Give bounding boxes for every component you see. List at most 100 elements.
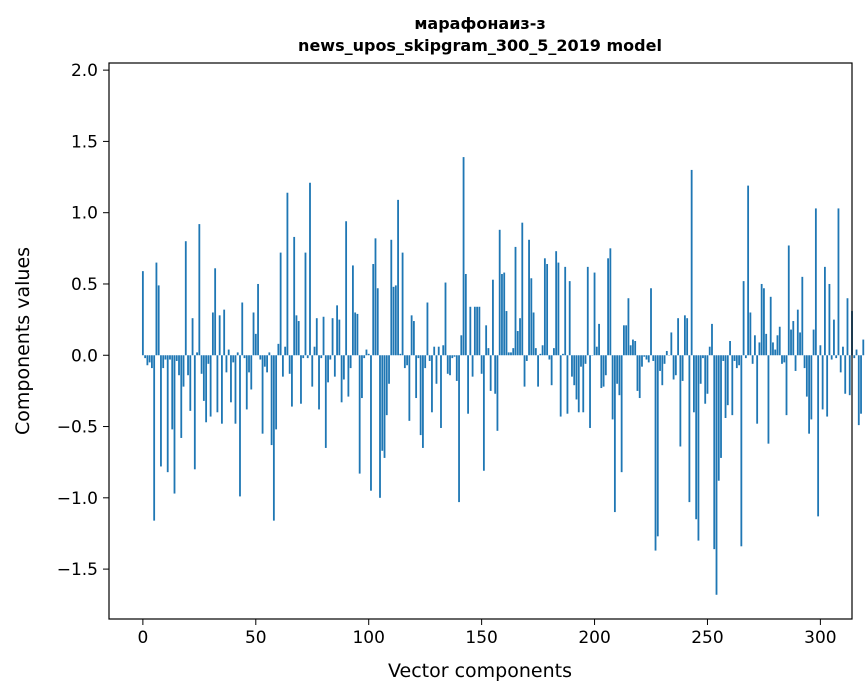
- y-axis-label: Components values: [12, 247, 34, 435]
- bar-component-245: [695, 355, 697, 519]
- bar-component-192: [576, 355, 578, 399]
- bar-component-258: [725, 355, 727, 418]
- bar-component-0: [142, 271, 144, 355]
- bar-component-125: [424, 355, 426, 368]
- bar-component-174: [535, 348, 537, 355]
- bar-component-43: [239, 355, 241, 496]
- bar-component-257: [722, 355, 724, 361]
- bar-component-11: [167, 355, 169, 472]
- bar-component-198: [589, 355, 591, 428]
- bar-component-269: [749, 312, 751, 355]
- bar-component-160: [503, 273, 505, 356]
- bar-component-66: [291, 355, 293, 406]
- bar-component-35: [221, 355, 223, 423]
- bar-component-319: [862, 340, 864, 356]
- bar-component-306: [833, 320, 835, 356]
- bar-component-87: [338, 320, 340, 356]
- bar-component-237: [677, 318, 679, 355]
- bar-component-309: [840, 355, 842, 372]
- bar-component-74: [309, 183, 311, 356]
- bar-component-117: [406, 355, 408, 365]
- bar-component-90: [345, 221, 347, 355]
- bar-component-276: [765, 334, 767, 355]
- bar-component-271: [754, 335, 756, 355]
- bar-component-128: [431, 355, 433, 412]
- bar-component-9: [162, 355, 164, 368]
- bar-component-140: [458, 355, 460, 502]
- bar-component-239: [682, 355, 684, 381]
- bar-component-299: [817, 355, 819, 516]
- bar-component-79: [320, 355, 322, 358]
- bar-component-288: [792, 321, 794, 355]
- bar-component-187: [564, 267, 566, 355]
- bar-component-184: [558, 263, 560, 356]
- bar-component-166: [517, 331, 519, 355]
- bar-component-300: [819, 345, 821, 355]
- bar-component-285: [786, 355, 788, 415]
- bar-component-286: [788, 245, 790, 355]
- bar-component-194: [580, 355, 582, 366]
- bar-component-109: [388, 355, 390, 384]
- bar-component-221: [641, 355, 643, 366]
- bar-component-106: [381, 355, 383, 451]
- bar-component-238: [679, 355, 681, 446]
- bar-component-1: [144, 355, 146, 358]
- x-tick-label: 200: [578, 628, 610, 648]
- bar-component-102: [372, 264, 374, 355]
- bar-component-132: [440, 355, 442, 428]
- bar-component-89: [343, 355, 345, 379]
- bar-component-20: [187, 355, 189, 375]
- bar-component-196: [585, 355, 587, 364]
- bar-component-95: [357, 314, 359, 355]
- bar-component-152: [485, 325, 487, 355]
- x-tick-label: 250: [691, 628, 723, 648]
- bar-component-48: [250, 355, 252, 389]
- bar-component-225: [650, 288, 652, 355]
- bar-component-266: [743, 281, 745, 355]
- bar-component-5: [153, 355, 155, 520]
- bar-component-131: [438, 347, 440, 356]
- bar-component-188: [567, 355, 569, 413]
- chart-title-line1: марафонаиз-з: [414, 14, 545, 33]
- bar-component-229: [659, 355, 661, 371]
- bar-component-216: [630, 345, 632, 355]
- bar-component-72: [305, 253, 307, 356]
- bar-component-318: [860, 355, 862, 413]
- bar-component-64: [287, 193, 289, 356]
- bar-component-244: [693, 355, 695, 412]
- bar-component-293: [804, 355, 806, 368]
- x-tick-label: 300: [804, 628, 836, 648]
- bar-component-182: [553, 348, 555, 355]
- bar-component-36: [223, 310, 225, 356]
- bar-component-119: [411, 315, 413, 355]
- bar-component-267: [745, 355, 747, 358]
- bar-component-203: [600, 355, 602, 388]
- bar-component-38: [228, 350, 230, 356]
- bar-component-120: [413, 321, 415, 355]
- bar-component-86: [336, 305, 338, 355]
- bar-component-139: [456, 355, 458, 381]
- bar-component-150: [481, 355, 483, 374]
- bar-component-260: [729, 341, 731, 355]
- bar-component-8: [160, 355, 162, 466]
- bar-component-228: [657, 355, 659, 536]
- bar-component-208: [612, 355, 614, 419]
- bar-component-190: [571, 355, 573, 376]
- bar-component-240: [684, 315, 686, 355]
- bar-component-92: [350, 355, 352, 368]
- bar-component-252: [711, 324, 713, 355]
- bar-component-185: [560, 355, 562, 416]
- bar-component-113: [397, 200, 399, 355]
- bar-component-206: [607, 258, 609, 355]
- bar-component-202: [598, 324, 600, 355]
- bar-component-255: [718, 355, 720, 480]
- bar-component-84: [332, 318, 334, 355]
- bar-component-151: [483, 355, 485, 470]
- bar-component-183: [555, 251, 557, 355]
- bar-component-236: [675, 355, 677, 375]
- bar-component-88: [341, 355, 343, 402]
- bar-component-220: [639, 355, 641, 398]
- bar-component-51: [257, 284, 259, 355]
- bar-component-70: [300, 355, 302, 403]
- bar-component-59: [275, 355, 277, 429]
